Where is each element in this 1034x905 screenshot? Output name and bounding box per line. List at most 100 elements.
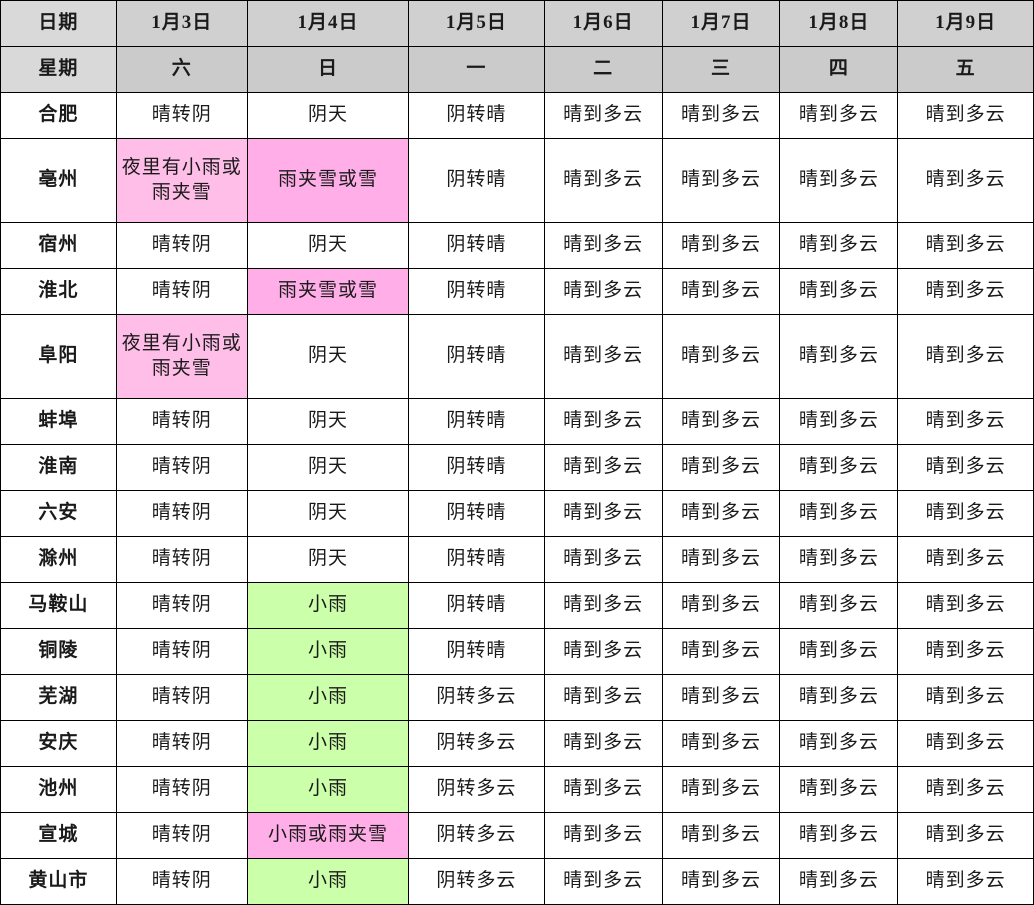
date-header-cell: 1月5日 bbox=[408, 0, 545, 47]
weather-condition-cell: 晴到多云 bbox=[543, 314, 663, 400]
weather-condition-cell: 晴转阴 bbox=[115, 268, 248, 316]
weather-condition-cell: 晴到多云 bbox=[543, 490, 663, 538]
weekday-header-cell: 五 bbox=[897, 45, 1034, 93]
forecast-row: 滁州 晴转阴 阴天 阴转晴 晴到多云 晴到多云 晴到多云 晴到多云 bbox=[0, 536, 1034, 584]
weather-condition-cell: 晴到多云 bbox=[897, 398, 1034, 446]
date-header-cell: 1月4日 bbox=[246, 0, 410, 47]
weather-condition-cell: 阴天 bbox=[246, 314, 410, 400]
weather-condition-cell: 阴天 bbox=[246, 444, 410, 492]
weather-condition-cell: 晴转阴 bbox=[115, 490, 248, 538]
weather-condition-cell: 阴天 bbox=[246, 490, 410, 538]
weather-condition-cell: 晴到多云 bbox=[661, 444, 781, 492]
forecast-row: 马鞍山 晴转阴 小雨 阴转晴 晴到多云 晴到多云 晴到多云 晴到多云 bbox=[0, 582, 1034, 630]
weather-condition-cell: 阴天 bbox=[246, 222, 410, 270]
weather-condition-cell: 晴到多云 bbox=[543, 812, 663, 859]
weather-condition-cell: 晴到多云 bbox=[779, 812, 899, 859]
city-name-cell: 安庆 bbox=[0, 720, 117, 768]
weather-condition-cell: 晴到多云 bbox=[897, 628, 1034, 676]
weather-condition-cell: 晴到多云 bbox=[779, 674, 899, 722]
weather-condition-cell: 晴转阴 bbox=[115, 536, 248, 584]
weather-condition-cell: 晴到多云 bbox=[661, 490, 781, 538]
weather-condition-cell: 晴到多云 bbox=[779, 628, 899, 676]
weather-condition-cell: 夜里有小雨或雨夹雪 bbox=[115, 314, 248, 400]
city-name-cell: 宣城 bbox=[0, 812, 117, 859]
weather-condition-cell: 阴转多云 bbox=[408, 812, 545, 859]
date-header-cell: 1月3日 bbox=[115, 0, 248, 47]
weather-condition-cell: 晴到多云 bbox=[779, 490, 899, 538]
weather-condition-cell: 晴到多云 bbox=[779, 137, 899, 224]
forecast-row: 六安 晴转阴 阴天 阴转晴 晴到多云 晴到多云 晴到多云 晴到多云 bbox=[0, 490, 1034, 538]
weather-condition-cell: 雨夹雪或雪 bbox=[246, 268, 410, 316]
city-name-cell: 淮南 bbox=[0, 444, 117, 492]
weather-condition-cell: 晴到多云 bbox=[779, 398, 899, 446]
weather-condition-cell: 晴到多云 bbox=[897, 536, 1034, 584]
weather-condition-cell: 晴到多云 bbox=[897, 91, 1034, 139]
weather-condition-cell: 晴到多云 bbox=[543, 628, 663, 676]
weather-condition-cell: 晴转阴 bbox=[115, 398, 248, 446]
forecast-row: 芜湖 晴转阴 小雨 阴转多云 晴到多云 晴到多云 晴到多云 晴到多云 bbox=[0, 674, 1034, 722]
weather-condition-cell: 晴转阴 bbox=[115, 91, 248, 139]
weather-condition-cell: 晴到多云 bbox=[543, 720, 663, 768]
weather-condition-cell: 阴转晴 bbox=[408, 582, 545, 630]
weather-condition-cell: 晴到多云 bbox=[661, 720, 781, 768]
weekday-header-cell: 一 bbox=[408, 45, 545, 93]
weather-condition-cell: 阴转晴 bbox=[408, 268, 545, 316]
weather-condition-cell: 晴到多云 bbox=[779, 720, 899, 768]
weather-condition-cell: 晴到多云 bbox=[543, 536, 663, 584]
weather-condition-cell: 阴转晴 bbox=[408, 536, 545, 584]
weather-condition-cell: 晴到多云 bbox=[897, 314, 1034, 400]
weather-condition-cell: 晴转阴 bbox=[115, 766, 248, 813]
weekday-header-label: 星期 bbox=[0, 45, 117, 93]
weather-condition-cell: 晴到多云 bbox=[897, 444, 1034, 492]
forecast-row: 蚌埠 晴转阴 阴天 阴转晴 晴到多云 晴到多云 晴到多云 晴到多云 bbox=[0, 398, 1034, 446]
weather-condition-cell: 晴到多云 bbox=[897, 222, 1034, 270]
weather-condition-cell: 晴到多云 bbox=[779, 314, 899, 400]
weather-condition-cell: 晴到多云 bbox=[779, 444, 899, 492]
weather-condition-cell: 晴到多云 bbox=[661, 857, 781, 905]
weather-condition-cell: 夜里有小雨或雨夹雪 bbox=[115, 137, 248, 224]
forecast-row: 池州 晴转阴 小雨 阴转多云 晴到多云 晴到多云 晴到多云 晴到多云 bbox=[0, 766, 1034, 813]
weekday-header-cell: 三 bbox=[661, 45, 781, 93]
weather-condition-cell: 小雨 bbox=[246, 766, 410, 813]
weather-condition-cell: 晴到多云 bbox=[661, 314, 781, 400]
weather-condition-cell: 晴到多云 bbox=[779, 91, 899, 139]
forecast-row: 淮北 晴转阴 雨夹雪或雪 阴转晴 晴到多云 晴到多云 晴到多云 晴到多云 bbox=[0, 268, 1034, 316]
weather-condition-cell: 晴到多云 bbox=[779, 536, 899, 584]
date-header-label: 日期 bbox=[0, 0, 117, 47]
weather-condition-cell: 小雨 bbox=[246, 674, 410, 722]
weather-condition-cell: 晴到多云 bbox=[661, 582, 781, 630]
weather-condition-cell: 晴到多云 bbox=[661, 674, 781, 722]
weather-condition-cell: 晴到多云 bbox=[661, 91, 781, 139]
weather-condition-cell: 晴到多云 bbox=[661, 628, 781, 676]
city-name-cell: 滁州 bbox=[0, 536, 117, 584]
forecast-row: 安庆 晴转阴 小雨 阴转多云 晴到多云 晴到多云 晴到多云 晴到多云 bbox=[0, 720, 1034, 768]
date-header-cell: 1月7日 bbox=[661, 0, 781, 47]
weather-condition-cell: 晴转阴 bbox=[115, 628, 248, 676]
forecast-row: 铜陵 晴转阴 小雨 阴转晴 晴到多云 晴到多云 晴到多云 晴到多云 bbox=[0, 628, 1034, 676]
weather-condition-cell: 阴天 bbox=[246, 91, 410, 139]
weather-condition-cell: 晴到多云 bbox=[661, 137, 781, 224]
weather-condition-cell: 小雨 bbox=[246, 720, 410, 768]
weekday-header-cell: 二 bbox=[543, 45, 663, 93]
weather-condition-cell: 晴到多云 bbox=[543, 398, 663, 446]
weather-condition-cell: 晴到多云 bbox=[897, 857, 1034, 905]
weather-condition-cell: 晴转阴 bbox=[115, 674, 248, 722]
weather-condition-cell: 晴转阴 bbox=[115, 582, 248, 630]
weather-condition-cell: 晴到多云 bbox=[543, 444, 663, 492]
weather-condition-cell: 晴到多云 bbox=[661, 812, 781, 859]
weather-condition-cell: 晴转阴 bbox=[115, 444, 248, 492]
weather-condition-cell: 晴到多云 bbox=[897, 582, 1034, 630]
weather-condition-cell: 阴转晴 bbox=[408, 314, 545, 400]
weather-condition-cell: 晴转阴 bbox=[115, 812, 248, 859]
weather-condition-cell: 晴到多云 bbox=[779, 222, 899, 270]
weather-condition-cell: 晴到多云 bbox=[779, 766, 899, 813]
weather-condition-cell: 晴到多云 bbox=[661, 268, 781, 316]
weather-condition-cell: 晴到多云 bbox=[543, 222, 663, 270]
weather-condition-cell: 晴到多云 bbox=[779, 857, 899, 905]
weather-condition-cell: 小雨 bbox=[246, 857, 410, 905]
weather-condition-cell: 晴到多云 bbox=[897, 137, 1034, 224]
weather-condition-cell: 晴转阴 bbox=[115, 222, 248, 270]
forecast-row: 亳州 夜里有小雨或雨夹雪 雨夹雪或雪 阴转晴 晴到多云 晴到多云 晴到多云 晴到多云 bbox=[0, 137, 1034, 224]
weather-condition-cell: 晴到多云 bbox=[897, 766, 1034, 813]
